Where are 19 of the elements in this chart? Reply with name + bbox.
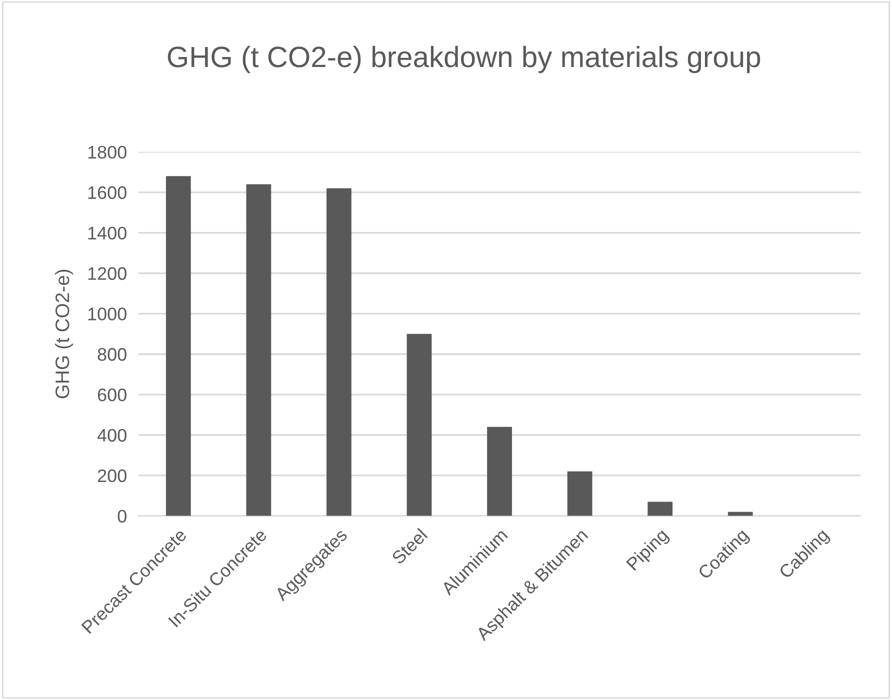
chart-title: GHG (t CO2-e) breakdown by materials group [168, 46, 760, 74]
bar [326, 188, 352, 516]
bar [648, 502, 673, 516]
y-tick-label: 400 [97, 428, 126, 442]
y-tick-label: 1200 [88, 267, 126, 280]
y-tick-label: 1400 [88, 226, 126, 240]
bar [406, 334, 432, 516]
bar [166, 176, 191, 516]
y-axis-title: GHG (t CO2-e) [54, 270, 74, 398]
bar [246, 184, 272, 516]
bar [567, 471, 592, 516]
y-tick-label: 200 [98, 469, 126, 482]
y-tick-label: 0 [118, 510, 126, 523]
y-tick-label: 1000 [88, 308, 126, 320]
y-tick-label: 600 [98, 388, 126, 402]
bar [487, 426, 512, 516]
y-tick-label: 1600 [88, 186, 126, 200]
y-tick-label: 800 [98, 348, 126, 361]
y-tick-label: 1800 [88, 146, 126, 159]
